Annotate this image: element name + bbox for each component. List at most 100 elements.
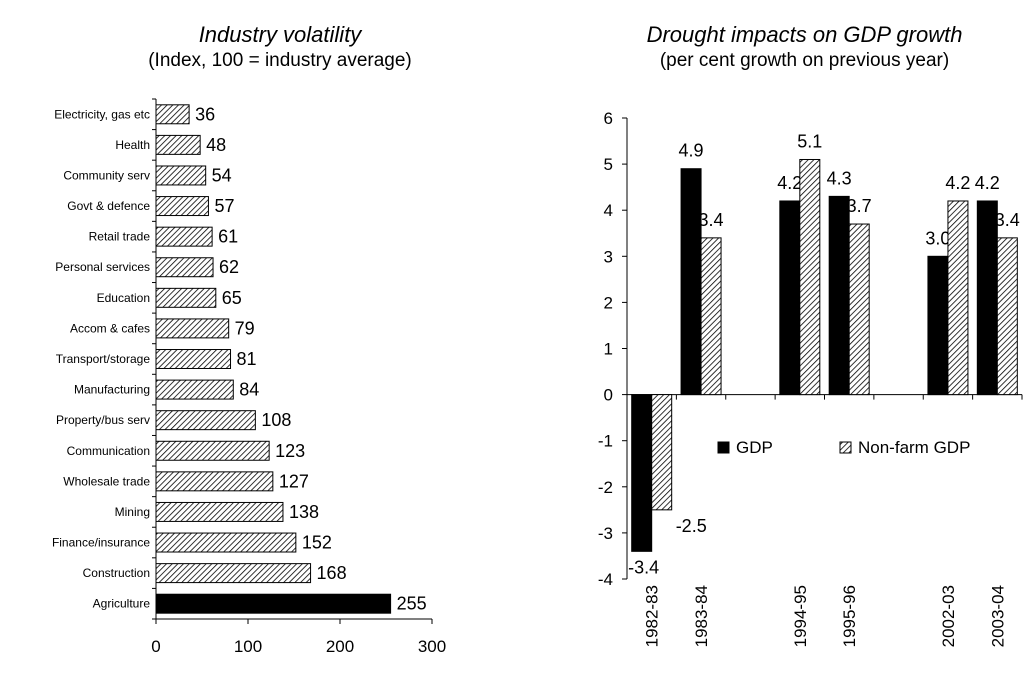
category-label-personal-services: Personal services [55,260,150,274]
y-tick-label-3: 3 [604,247,613,266]
bar-gdp-1994-95 [779,200,801,396]
category-label-agriculture: Agriculture [93,597,151,611]
legend-label-gdp: GDP [736,438,773,457]
right-chart-title: Drought impacts on GDP growth [646,22,963,47]
bar-community-serv [155,165,207,186]
bar-transport-storage [155,349,232,369]
y-tick-label-2: 2 [604,293,613,312]
x-tick-label-2003-04: 2003-04 [988,585,1007,647]
bar-non-farm-gdp-1994-95 [799,158,821,396]
category-label-manufacturing: Manufacturing [74,383,150,397]
value-label-manufacturing: 84 [239,380,259,400]
value-label-construction: 168 [317,563,347,583]
category-label-education: Education [97,291,150,305]
bar-manufacturing [155,379,234,400]
bar-gdp-1983-84 [680,168,702,396]
drought-gdp-chart: -4 -3 -2 -1 0 1 2 3 4 5 6 -3.4 -2.5 1982-83 4.9 3.4 1983… [598,109,1023,647]
bar-accom-cafes [155,318,230,339]
bar-gdp-1982-83 [631,394,653,552]
bar-non-farm-gdp-1982-83 [651,394,673,511]
y-tick-label-0: 0 [604,386,613,405]
value-label-gdp-2002-03: 3.0 [925,228,950,248]
category-label-health: Health [115,138,150,152]
y-tick-label-4: -4 [598,570,613,589]
bar-govt-defence [155,196,209,217]
value-label-agriculture: 255 [397,594,427,614]
category-label-retail-trade: Retail trade [89,230,151,244]
x-tick-label-2002-03: 2002-03 [939,585,958,647]
x-tick-label-1994-95: 1994-95 [791,585,810,647]
bar-electricity-gas-etc [155,104,190,125]
value-label-gdp-1982-83: -3.4 [628,557,659,577]
bar-communication [155,440,270,461]
y-tick-label-3: -3 [598,524,613,543]
legend-swatch-non-farm-gdp [839,441,852,454]
bar-health [155,134,201,155]
value-label-non-farm-gdp-1983-84: 3.4 [699,210,724,230]
x-tick-label-0: 0 [151,637,160,656]
value-label-non-farm-gdp-1994-95: 5.1 [797,131,822,151]
category-label-transport-storage: Transport/storage [56,352,151,366]
right-chart-subtitle: (per cent growth on previous year) [659,50,950,71]
value-label-finance-insurance: 152 [302,533,332,553]
bar-non-farm-gdp-1995-96 [848,223,870,396]
x-tick-label-1982-83: 1982-83 [643,585,662,647]
x-tick-label-100: 100 [234,637,262,656]
bar-non-farm-gdp-2002-03 [947,200,969,396]
bar-property-bus-serv [155,410,256,431]
category-label-construction: Construction [83,566,150,580]
category-label-electricity-gas-etc: Electricity, gas etc [54,107,150,121]
bar-gdp-1995-96 [828,195,850,396]
value-label-retail-trade: 61 [218,227,238,247]
bar-retail-trade [155,226,213,247]
value-label-accom-cafes: 79 [235,318,255,338]
x-tick-label-300: 300 [418,637,446,656]
y-tick-label-4: 4 [604,201,613,220]
category-label-communication: Communication [67,444,150,458]
y-tick-label-5: 5 [604,155,613,174]
category-label-finance-insurance: Finance/insurance [52,536,150,550]
left-chart-title: Industry volatility [198,22,362,47]
value-label-community-serv: 54 [212,165,232,185]
value-label-mining: 138 [289,502,319,522]
bar-finance-insurance [155,532,297,553]
value-label-electricity-gas-etc: 36 [195,104,215,124]
x-tick-label-200: 200 [326,637,354,656]
category-label-wholesale-trade: Wholesale trade [63,474,150,488]
category-label-govt-defence: Govt & defence [67,199,150,213]
value-label-non-farm-gdp-1995-96: 3.7 [847,196,872,216]
value-label-gdp-2003-04: 4.2 [975,173,1000,193]
bar-personal-services [155,257,214,278]
value-label-wholesale-trade: 127 [279,471,309,491]
left-chart-subtitle: (Index, 100 = industry average) [148,50,412,71]
value-label-gdp-1995-96: 4.3 [827,168,852,188]
category-label-mining: Mining [115,505,150,519]
bar-mining [155,501,284,522]
legend-swatch-gdp [717,441,730,454]
value-label-property-bus-serv: 108 [261,410,291,430]
x-tick-label-1983-84: 1983-84 [692,585,711,647]
value-label-personal-services: 62 [219,257,239,277]
value-label-education: 65 [222,288,242,308]
value-label-transport-storage: 81 [237,349,257,369]
category-label-accom-cafes: Accom & cafes [70,321,150,335]
value-label-gdp-1983-84: 4.9 [679,141,704,161]
bar-construction [155,563,312,584]
value-label-communication: 123 [275,441,305,461]
y-tick-label-2: -2 [598,478,613,497]
y-tick-label-6: 6 [604,109,613,128]
value-label-govt-defence: 57 [214,196,234,216]
bar-education [155,287,217,308]
value-label-gdp-1994-95: 4.2 [777,173,802,193]
x-tick-label-1995-96: 1995-96 [840,585,859,647]
bar-agriculture [155,593,392,614]
value-label-health: 48 [206,135,226,155]
bar-non-farm-gdp-2003-04 [996,237,1018,396]
value-label-non-farm-gdp-2003-04: 3.4 [995,210,1020,230]
bar-wholesale-trade [155,471,274,492]
value-label-non-farm-gdp-2002-03: 4.2 [945,173,970,193]
legend-label-non-farm-gdp: Non-farm GDP [858,438,970,457]
bar-non-farm-gdp-1983-84 [700,237,722,396]
category-label-property-bus-serv: Property/bus serv [56,413,150,427]
